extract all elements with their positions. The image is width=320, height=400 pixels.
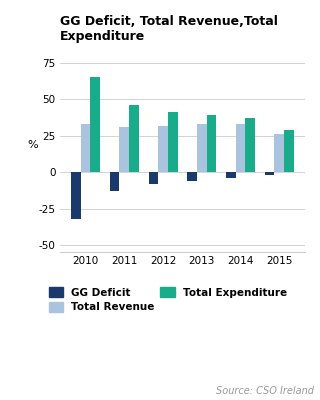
Text: GG Deficit, Total Revenue,Total
Expenditure: GG Deficit, Total Revenue,Total Expendit…	[60, 15, 278, 43]
Y-axis label: %: %	[28, 140, 38, 150]
Bar	[226, 172, 236, 178]
Bar	[158, 126, 168, 172]
Bar	[275, 134, 284, 172]
Bar	[71, 172, 81, 219]
Bar	[119, 127, 129, 172]
Bar	[245, 118, 255, 172]
Text: Source: CSO Ireland: Source: CSO Ireland	[216, 386, 314, 396]
Bar	[148, 172, 158, 184]
Bar	[110, 172, 119, 191]
Bar	[187, 172, 197, 181]
Bar	[207, 115, 216, 172]
Legend: GG Deficit, Total Revenue, Total Expenditure: GG Deficit, Total Revenue, Total Expendi…	[45, 284, 290, 316]
Bar	[236, 124, 245, 172]
Bar	[129, 105, 139, 172]
Bar	[168, 112, 178, 172]
Bar	[284, 130, 294, 172]
Bar	[81, 124, 90, 172]
Bar	[197, 124, 207, 172]
Bar	[265, 172, 275, 175]
Bar	[90, 78, 100, 172]
